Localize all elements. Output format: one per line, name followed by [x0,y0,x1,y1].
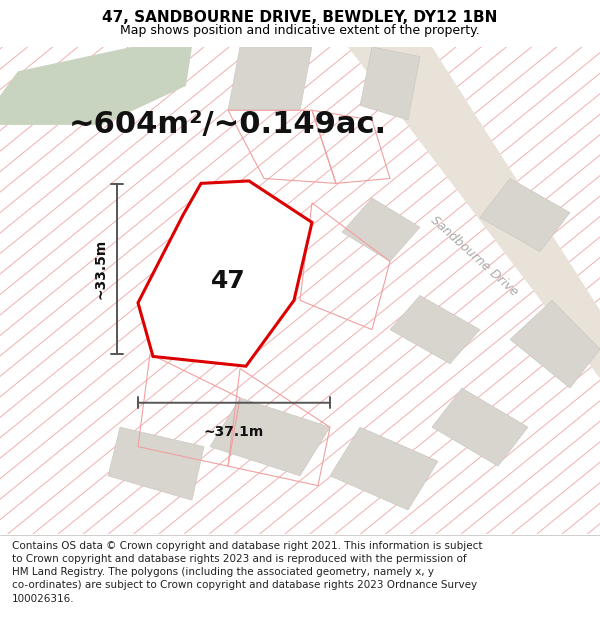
Polygon shape [330,427,438,510]
Text: ~604m²/~0.149ac.: ~604m²/~0.149ac. [69,111,387,139]
Text: 47: 47 [211,269,245,293]
Polygon shape [510,301,600,388]
Polygon shape [108,427,204,500]
Polygon shape [138,181,312,366]
Polygon shape [480,179,570,252]
Polygon shape [432,388,528,466]
Text: ~33.5m: ~33.5m [94,239,108,299]
Text: Sandbourne Drive: Sandbourne Drive [428,214,520,299]
Polygon shape [210,398,330,476]
Text: ~37.1m: ~37.1m [204,425,264,439]
Polygon shape [360,47,420,120]
Polygon shape [342,198,420,261]
Text: 47, SANDBOURNE DRIVE, BEWDLEY, DY12 1BN: 47, SANDBOURNE DRIVE, BEWDLEY, DY12 1BN [103,10,497,25]
Polygon shape [348,47,600,378]
Polygon shape [390,296,480,364]
Text: Map shows position and indicative extent of the property.: Map shows position and indicative extent… [120,24,480,36]
Polygon shape [228,47,312,110]
Polygon shape [0,47,192,125]
Text: Contains OS data © Crown copyright and database right 2021. This information is : Contains OS data © Crown copyright and d… [12,541,482,604]
